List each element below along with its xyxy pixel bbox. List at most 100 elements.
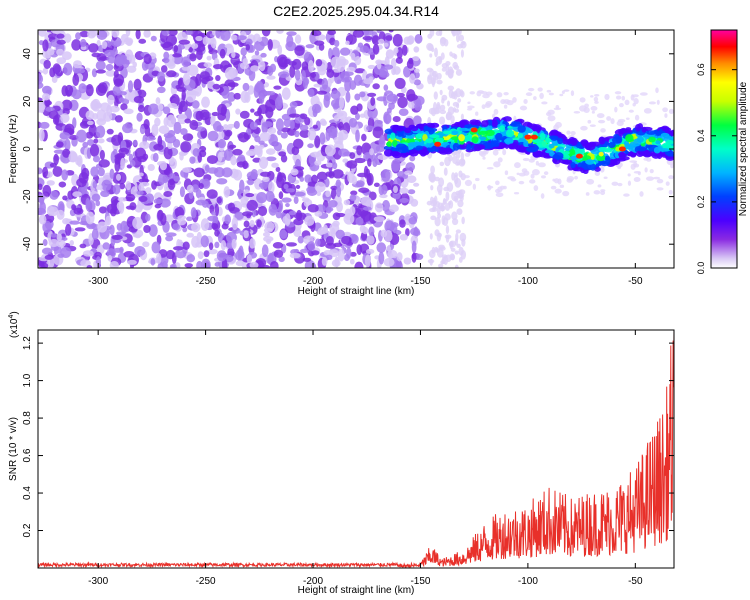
heatmap-cell xyxy=(254,50,260,56)
heatmap-cell xyxy=(281,87,291,100)
heatmap-cell xyxy=(65,84,74,97)
heatmap-cell xyxy=(600,128,606,133)
heatmap-cell xyxy=(155,252,162,265)
heatmap-cell xyxy=(233,92,242,100)
heatmap-cell xyxy=(499,125,506,132)
heatmap-cell xyxy=(64,33,72,43)
heatmap-cell xyxy=(115,231,126,236)
heatmap-cell xyxy=(574,175,578,180)
heatmap-cell xyxy=(390,132,396,140)
heatmap-cell xyxy=(328,171,335,179)
heatmap-cell xyxy=(533,96,537,101)
heatmap-cell xyxy=(285,202,290,208)
heatmap-cell xyxy=(628,109,634,113)
heatmap-cell xyxy=(162,57,170,64)
heatmap-cell xyxy=(89,143,100,157)
heatmap-cell xyxy=(443,147,453,155)
heatmap-cell xyxy=(529,179,536,184)
heatmap-cell xyxy=(294,45,305,56)
heatmap-cell xyxy=(471,136,479,144)
heatmap-cell xyxy=(603,176,608,180)
heatmap-cell xyxy=(655,87,659,94)
heatmap-cell xyxy=(191,100,200,109)
heatmap-cell xyxy=(575,148,586,156)
chart-title: C2E2.2025.295.04.34.R14 xyxy=(273,3,439,19)
heatmap-cell xyxy=(430,184,434,191)
heatmap-cell xyxy=(109,168,115,180)
heatmap-cell xyxy=(445,225,450,234)
heatmap-cell xyxy=(203,250,210,258)
heatmap-cell xyxy=(46,180,55,186)
heatmap-cell xyxy=(223,186,231,198)
heatmap-cell xyxy=(119,91,127,96)
heatmap-cell xyxy=(482,93,490,99)
heatmap-cell xyxy=(177,78,183,86)
heatmap-cell xyxy=(74,68,86,74)
heatmap-cell xyxy=(385,35,393,41)
heatmap-cell xyxy=(475,111,479,116)
y-tick-label: 0.8 xyxy=(22,411,33,425)
heatmap-cell xyxy=(460,49,464,58)
heatmap-cell xyxy=(232,148,243,156)
heatmap-cell xyxy=(52,166,63,177)
heatmap-cell xyxy=(522,157,530,162)
heatmap-cell xyxy=(540,175,547,179)
heatmap-cell xyxy=(593,190,601,195)
heatmap-cell xyxy=(434,137,444,143)
heatmap-cell xyxy=(289,65,296,78)
heatmap-cell xyxy=(265,190,275,202)
heatmap-cell xyxy=(338,148,350,157)
heatmap-cell xyxy=(182,226,188,233)
heatmap-cell xyxy=(385,49,395,59)
heatmap-cell xyxy=(438,263,444,268)
heatmap-cell xyxy=(426,42,433,51)
heatmap-cell xyxy=(275,166,281,173)
heatmap-cell xyxy=(211,113,216,124)
heatmap-cell xyxy=(157,71,165,82)
heatmap-cell xyxy=(392,33,403,47)
heatmap-cell xyxy=(441,67,447,72)
heatmap-cell xyxy=(310,30,322,37)
heatmap-cell xyxy=(415,145,424,150)
heatmap-cell xyxy=(367,64,376,70)
heatmap-cell xyxy=(50,30,61,34)
heatmap-cell xyxy=(243,220,250,228)
heatmap-cell xyxy=(169,264,176,268)
heatmap-cell xyxy=(206,55,212,61)
heatmap-cell xyxy=(123,250,135,258)
heatmap-cell xyxy=(486,167,494,170)
heatmap-cell xyxy=(123,37,134,45)
heatmap-cell xyxy=(280,132,288,139)
heatmap-cell xyxy=(220,30,231,42)
heatmap-cell xyxy=(125,193,136,202)
y-tick-label: 0.4 xyxy=(22,486,33,500)
heatmap-cell xyxy=(343,199,351,206)
heatmap-cell xyxy=(167,178,176,190)
heatmap-cell xyxy=(570,131,576,136)
heatmap-cell xyxy=(345,40,350,46)
heatmap-cell xyxy=(405,228,410,237)
heatmap-cell xyxy=(503,104,508,109)
heatmap-cell xyxy=(245,150,255,157)
heatmap-cell xyxy=(573,166,584,172)
heatmap-cell xyxy=(321,256,328,266)
heatmap-cell xyxy=(59,132,71,140)
heatmap-cell xyxy=(249,261,259,268)
heatmap-cell xyxy=(162,174,169,184)
heatmap-cell xyxy=(223,148,234,161)
heatmap-cell xyxy=(120,220,128,234)
heatmap-cell xyxy=(436,101,441,110)
heatmap-cell xyxy=(323,94,330,108)
y-tick-label: 0.2 xyxy=(22,523,33,537)
heatmap-cell xyxy=(518,180,525,185)
heatmap-cell xyxy=(360,196,372,207)
heatmap-cell xyxy=(384,55,390,68)
heatmap-cell xyxy=(451,30,456,37)
heatmap-cell xyxy=(265,156,277,162)
heatmap-cell xyxy=(120,157,126,170)
heatmap-cell xyxy=(276,175,285,189)
y-tick-label: 0.6 xyxy=(22,448,33,462)
heatmap-cell xyxy=(247,85,255,95)
heatmap-cell xyxy=(62,218,70,225)
heatmap-cell xyxy=(53,149,65,154)
